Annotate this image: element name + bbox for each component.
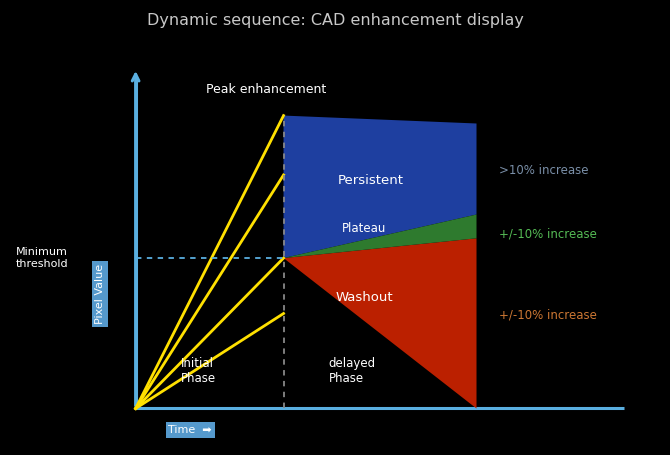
Polygon shape bbox=[283, 214, 476, 258]
Text: Pixel Value: Pixel Value bbox=[95, 263, 105, 324]
Title: Dynamic sequence: CAD enhancement display: Dynamic sequence: CAD enhancement displa… bbox=[147, 13, 523, 28]
Text: Peak enhancement: Peak enhancement bbox=[206, 83, 326, 96]
Text: Minimum
threshold: Minimum threshold bbox=[15, 247, 68, 269]
Text: Initial
Phase: Initial Phase bbox=[181, 357, 216, 385]
Text: >10% increase: >10% increase bbox=[499, 165, 588, 177]
Polygon shape bbox=[283, 238, 476, 409]
Text: +/-10% increase: +/-10% increase bbox=[499, 309, 597, 322]
Text: Persistent: Persistent bbox=[338, 174, 403, 187]
Text: Plateau: Plateau bbox=[342, 222, 386, 235]
Text: delayed
Phase: delayed Phase bbox=[328, 357, 376, 385]
Text: Time  ➡: Time ➡ bbox=[168, 425, 212, 435]
Text: +/-10% increase: +/-10% increase bbox=[499, 228, 597, 241]
Text: Washout: Washout bbox=[335, 291, 393, 304]
Polygon shape bbox=[283, 116, 476, 258]
